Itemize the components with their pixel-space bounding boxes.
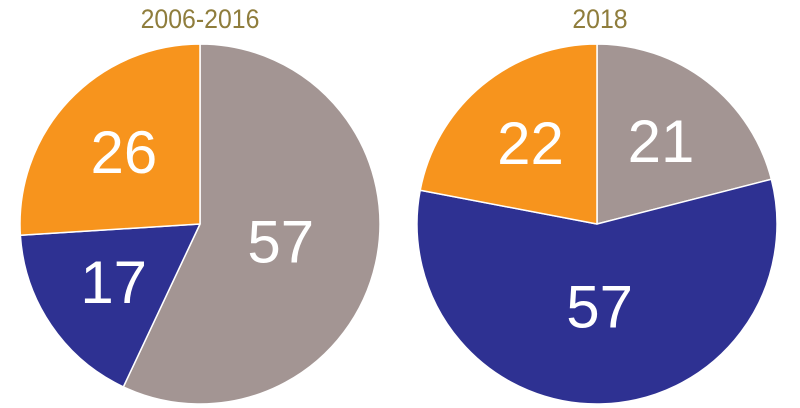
slice-value-label: 26 [91, 119, 158, 186]
pie-plot: 57 17 26 [19, 43, 381, 405]
pie-slice-57 [122, 43, 381, 405]
chart-title: 2018 [572, 4, 628, 34]
pie-slice-17 [19, 223, 201, 388]
pie-plot: 21 57 22 [416, 43, 778, 405]
pie-slice-21 [596, 43, 773, 225]
pie-slice-22 [419, 43, 598, 225]
slice-value-label: 22 [497, 110, 564, 177]
pie-slice-26 [19, 43, 201, 237]
slice-value-label: 57 [247, 209, 314, 276]
pie-slice-57 [416, 178, 778, 405]
slice-value-label: 57 [566, 273, 633, 340]
pie-chart-2018: 2018 21 57 22 [400, 0, 800, 408]
chart-title: 2006-2016 [140, 4, 260, 34]
slice-value-label: 17 [80, 249, 147, 316]
slice-value-label: 21 [628, 108, 695, 175]
pie-chart-2006-2016: 2006-2016 57 17 26 [19, 4, 381, 405]
